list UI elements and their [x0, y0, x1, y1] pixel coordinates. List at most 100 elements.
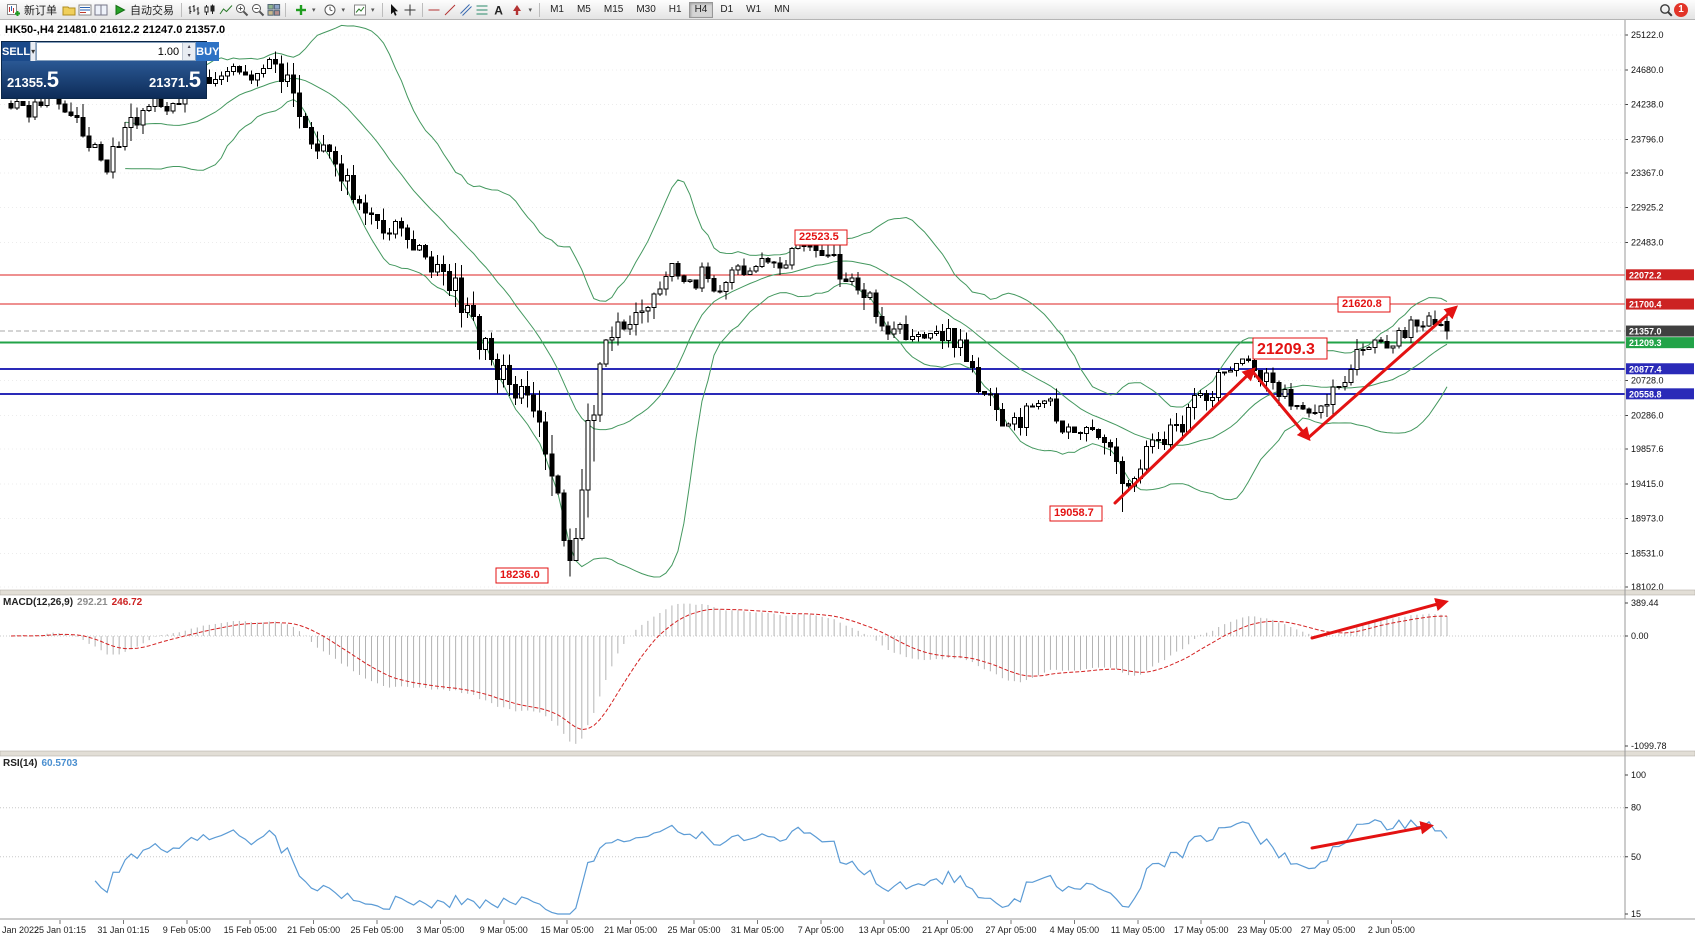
search-icon[interactable]	[1658, 2, 1673, 17]
svg-text:25 Feb 05:00: 25 Feb 05:00	[350, 925, 403, 935]
template-chart-icon	[352, 2, 367, 17]
svg-text:25122.0: 25122.0	[1631, 30, 1664, 40]
auto-trading-play-icon	[112, 2, 127, 17]
timeframe-mn[interactable]: MN	[774, 3, 790, 15]
line-chart-icon[interactable]	[218, 2, 233, 17]
svg-text:A: A	[494, 3, 503, 17]
svg-text:389.44: 389.44	[1631, 598, 1659, 608]
timeframe-w1[interactable]: W1	[746, 3, 762, 15]
svg-text:11 May 05:00: 11 May 05:00	[1111, 925, 1165, 935]
candles-layer	[8, 51, 1450, 577]
level-lines	[0, 274, 1625, 395]
sell-button[interactable]: SELL	[2, 42, 31, 61]
svg-text:19857.6: 19857.6	[1631, 444, 1664, 454]
svg-text:20877.4: 20877.4	[1629, 364, 1662, 374]
market-watch-icon[interactable]	[77, 2, 92, 17]
panel-separator	[0, 589, 1695, 596]
sell-price[interactable]: 21355. 5	[7, 66, 60, 92]
rsi-layer	[0, 807, 1625, 915]
svg-text:23 May 05:00: 23 May 05:00	[1237, 925, 1292, 935]
chart-ohlc-title: HK50-,H4 21481.0 21612.2 21247.0 21357.0	[5, 24, 226, 36]
timeframe-h1[interactable]: H1	[668, 3, 682, 15]
svg-text:Jan 2022: Jan 2022	[2, 925, 39, 935]
timeframe-h4[interactable]: H4	[688, 1, 714, 18]
crosshair-icon[interactable]	[403, 2, 418, 17]
svg-text:22925.2: 22925.2	[1631, 203, 1664, 213]
zoom-out-icon[interactable]	[250, 2, 265, 17]
timeframe-m5[interactable]: M5	[576, 3, 591, 15]
svg-text:15: 15	[1631, 909, 1641, 919]
candlestick-chart-icon[interactable]	[202, 2, 217, 17]
auto-trading-button[interactable]: 自动交易	[109, 1, 177, 19]
chart-canvas[interactable]: 25122.0 24680.0 24238.0 23796.0 23367.0 22925…	[0, 20, 1695, 939]
arrow-shape-icon	[510, 2, 525, 17]
horizontal-line-tool-icon[interactable]	[427, 2, 442, 17]
svg-text:23796.0: 23796.0	[1631, 134, 1664, 144]
price-grid: 25122.0 24680.0 24238.0 23796.0 23367.0 22925…	[0, 30, 1664, 592]
volume-down-button[interactable]: ▾	[183, 51, 196, 60]
svg-text:9 Feb 05:00: 9 Feb 05:00	[163, 925, 211, 935]
text-tool-icon[interactable]: A	[491, 2, 506, 17]
chevron-down-icon: ▾	[528, 6, 533, 14]
new-order-button[interactable]: 新订单	[3, 1, 60, 19]
svg-text:24680.0: 24680.0	[1631, 65, 1664, 75]
bar-chart-icon[interactable]	[186, 2, 201, 17]
data-window-icon[interactable]	[93, 2, 108, 17]
svg-text:4 May 05:00: 4 May 05:00	[1050, 925, 1100, 935]
toolbar-separator	[421, 2, 423, 17]
macd-layer	[0, 603, 1625, 744]
buy-button[interactable]: BUY	[196, 42, 220, 61]
toolbar-separator	[285, 2, 286, 17]
timeframe-m15[interactable]: M15	[603, 3, 624, 15]
fibonacci-tool-icon[interactable]	[475, 2, 490, 17]
svg-text:-1099.78: -1099.78	[1631, 741, 1667, 751]
svg-text:31 Jan 01:15: 31 Jan 01:15	[97, 925, 149, 935]
cursor-icon[interactable]	[387, 2, 402, 17]
macd-name: MACD(12,26,9)	[3, 597, 74, 608]
chevron-down-icon: ▾	[371, 6, 375, 14]
trendline-tool-icon[interactable]	[443, 2, 458, 17]
volume-up-button[interactable]: ▴	[183, 43, 196, 52]
volume-input[interactable]	[37, 43, 183, 60]
arrows-tool-button[interactable]: ▾	[507, 1, 536, 19]
chevron-down-icon: ▾	[312, 6, 316, 14]
svg-text:21620.8: 21620.8	[1342, 298, 1382, 310]
svg-text:21 Feb 05:00: 21 Feb 05:00	[287, 925, 340, 935]
svg-text:18236.0: 18236.0	[500, 569, 540, 581]
svg-text:21 Mar 05:00: 21 Mar 05:00	[604, 925, 657, 935]
rsi-value: 60.5703	[41, 758, 78, 769]
macd-signal-value: 246.72	[111, 597, 143, 608]
svg-text:22483.0: 22483.0	[1631, 238, 1664, 248]
channel-tool-icon[interactable]	[459, 2, 474, 17]
timeframe-d1[interactable]: D1	[720, 3, 734, 15]
timeframe-m1[interactable]: M1	[550, 3, 564, 15]
svg-text:15 Mar 05:00: 15 Mar 05:00	[541, 925, 594, 935]
svg-text:18102.0: 18102.0	[1631, 582, 1664, 592]
svg-text:25 Mar 05:00: 25 Mar 05:00	[667, 925, 720, 935]
svg-text:23367.0: 23367.0	[1631, 168, 1664, 178]
zoom-in-icon[interactable]	[234, 2, 249, 17]
macd-header: MACD(12,26,9) 292.21 246.72	[3, 597, 142, 608]
svg-text:18973.0: 18973.0	[1631, 514, 1664, 524]
notification-badge[interactable]: 1	[1674, 2, 1688, 17]
toolbar-separator	[181, 2, 182, 17]
svg-text:15 Feb 05:00: 15 Feb 05:00	[224, 925, 277, 935]
timeframe-m30[interactable]: M30	[636, 3, 656, 15]
main-toolbar: 新订单 自动交易	[0, 0, 1695, 20]
trend-arrows	[1113, 305, 1459, 850]
new-order-label: 新订单	[24, 4, 57, 17]
svg-text:18531.0: 18531.0	[1631, 548, 1664, 558]
buy-price[interactable]: 21371. 5	[148, 66, 201, 92]
rsi-header: RSI(14) 60.5703	[3, 758, 78, 769]
templates-button[interactable]: ▾	[349, 1, 378, 19]
svg-text:31 Mar 05:00: 31 Mar 05:00	[731, 925, 784, 935]
chart-area: 25122.0 24680.0 24238.0 23796.0 23367.0 22925…	[0, 20, 1695, 939]
tile-windows-icon[interactable]	[266, 2, 281, 17]
chart-profiles-icon[interactable]	[61, 2, 76, 17]
indicators-button[interactable]: ▾	[290, 1, 319, 19]
periods-button[interactable]: ▾	[320, 1, 349, 19]
add-indicator-icon	[293, 2, 308, 17]
svg-text:22523.5: 22523.5	[799, 231, 839, 243]
volume-dropdown-button[interactable]: ▾	[30, 42, 37, 61]
